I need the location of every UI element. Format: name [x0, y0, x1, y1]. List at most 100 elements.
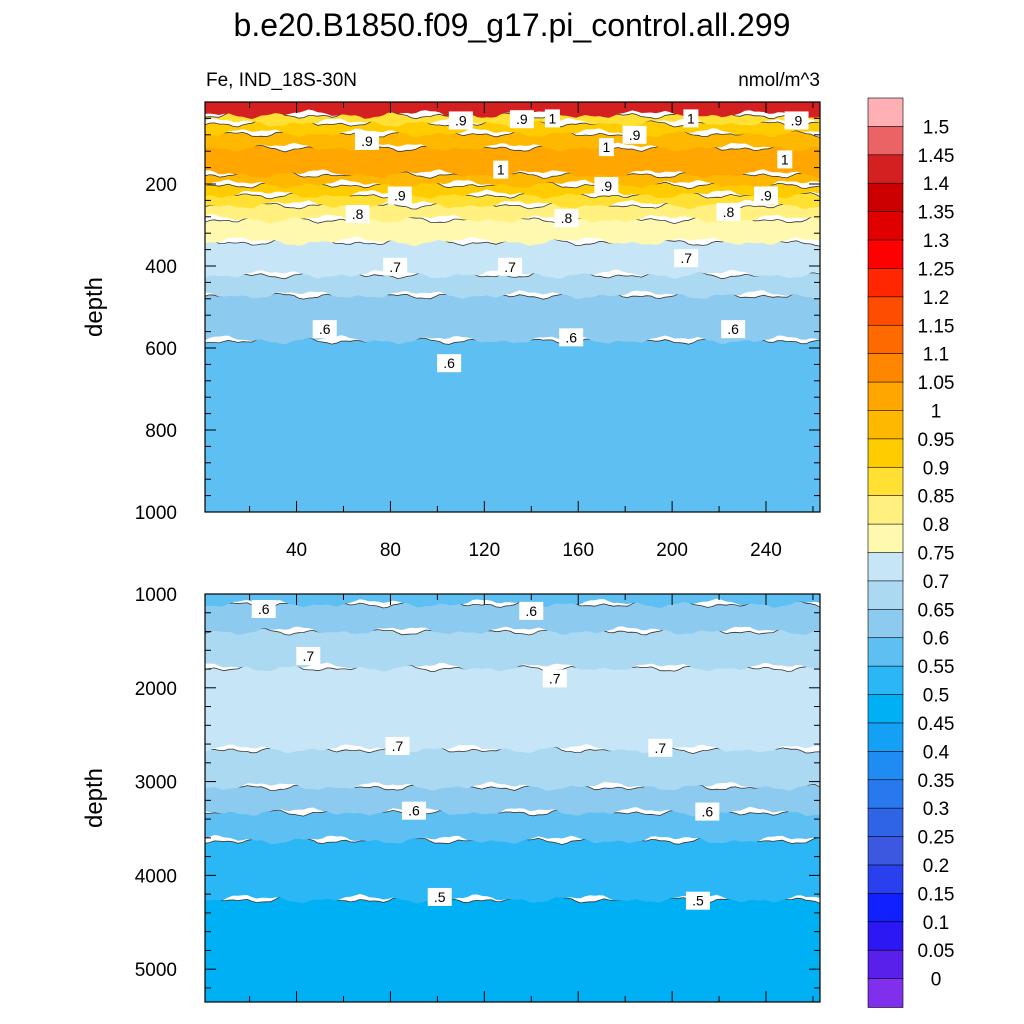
colorbar-swatch	[867, 410, 904, 440]
colorbar-swatch	[867, 495, 904, 525]
contour-label-box	[519, 601, 544, 620]
colorbar-swatch	[867, 324, 904, 355]
colorbar-label: 1.3	[923, 231, 949, 252]
contour-label-box	[437, 354, 462, 373]
colorbar-label: 0.6	[923, 629, 949, 650]
y-tick-label: 1000	[135, 503, 177, 524]
contour-label: .9	[629, 127, 641, 143]
contour-band	[205, 894, 820, 1002]
lower-panel: .6 .6 .7 .7 .7 .7 .6 .6 .5 .5 1000 2000 3000 4000 5000…	[81, 585, 821, 1003]
contour-label-box	[296, 646, 321, 665]
colorbar-swatch	[867, 921, 904, 951]
colorbar-label: 0.2	[923, 856, 949, 877]
colorbar-swatch	[867, 126, 904, 156]
units-label: nmol/m^3	[738, 70, 820, 91]
colorbar-swatch	[867, 580, 904, 611]
colorbar-label: 1.35	[918, 203, 955, 224]
colorbar-label: 0.7	[923, 572, 949, 593]
contour-band	[205, 598, 820, 635]
x-tick-label: 240	[750, 540, 782, 561]
contour-band	[205, 142, 820, 179]
colorbar-swatch	[867, 97, 904, 128]
colorbar-label: 0.8	[923, 515, 949, 536]
colorbar-swatch	[867, 552, 904, 582]
contour-label: .5	[434, 889, 446, 905]
x-tick-label: 120	[468, 540, 500, 561]
colorbar-swatch	[867, 637, 904, 667]
colorbar-swatch	[867, 182, 904, 213]
y-tick-label: 3000	[135, 773, 177, 794]
contour-label: .9	[394, 187, 406, 203]
colorbar-swatch	[867, 722, 904, 753]
contour-label-box	[493, 160, 509, 179]
contour-band	[205, 662, 820, 754]
contour-label-box	[554, 209, 579, 228]
contour-line	[205, 141, 820, 153]
colorbar-label: 0.1	[923, 913, 949, 934]
colorbar-label: 0.5	[923, 686, 949, 707]
contour-band	[205, 806, 820, 845]
colorbar-swatch	[867, 807, 904, 838]
colorbar-label: 1	[931, 401, 942, 422]
colorbar-swatch	[867, 239, 904, 270]
contour-label: .6	[701, 804, 713, 820]
contour-label: .9	[455, 112, 467, 128]
colorbar-label: 0.4	[923, 742, 950, 763]
colorbar-label: 0.3	[923, 799, 949, 820]
contour-band	[205, 179, 820, 199]
contour-band	[205, 269, 820, 300]
contour-band	[205, 835, 820, 904]
contour-band	[205, 781, 820, 817]
colorbar-label: 0.65	[918, 600, 955, 621]
contour-label-box	[498, 257, 523, 276]
contour-label-box	[312, 320, 337, 339]
contour-label-box	[695, 802, 720, 821]
colorbar-label: 0.85	[918, 487, 955, 508]
contour-label-box	[716, 202, 741, 221]
contour-label-box	[387, 186, 412, 205]
contour-label-box	[594, 177, 619, 196]
colorbar-swatch	[867, 381, 904, 412]
contour-label-box	[648, 738, 673, 757]
colorbar-swatch	[867, 779, 904, 809]
contour-label: .7	[392, 738, 404, 754]
colorbar-swatch	[867, 211, 904, 241]
contour-band	[205, 594, 820, 609]
contour-label-box	[683, 109, 699, 128]
colorbar-swatch	[867, 268, 904, 298]
chart-title: b.e20.B1850.f09_g17.pi_control.all.299	[234, 7, 791, 43]
contour-label: .7	[549, 670, 561, 686]
contour-label: .6	[525, 603, 537, 619]
contour-label: .7	[302, 648, 314, 664]
contour-band	[205, 290, 820, 345]
colorbar-label: 0.55	[918, 657, 955, 678]
plot-frame	[204, 101, 821, 513]
contour-label: .7	[389, 259, 401, 275]
colorbar-swatch	[867, 609, 904, 639]
contour-label: .8	[723, 204, 735, 220]
contour-label-box	[685, 891, 710, 910]
y-tick-label: 5000	[135, 960, 177, 981]
colorbar-label: 0	[931, 970, 942, 991]
colorbar-swatch	[867, 864, 904, 895]
colorbar-label: 0.75	[918, 544, 955, 565]
colorbar-swatch	[867, 836, 904, 866]
contour-label: .5	[692, 893, 704, 909]
y-axis-label: depth	[81, 768, 108, 828]
colorbar-label: 1.5	[923, 117, 949, 138]
contour-label: .6	[565, 329, 577, 345]
contour-label-box	[754, 186, 779, 205]
y-tick-label: 600	[145, 339, 177, 360]
y-tick-label: 200	[145, 175, 177, 196]
contour-label-box	[674, 249, 699, 268]
contour-label-box	[383, 257, 408, 276]
contour-label: .9	[361, 133, 373, 149]
colorbar-swatch	[867, 296, 904, 327]
contour-label: .8	[352, 206, 364, 222]
contour-label: .8	[561, 210, 573, 226]
contour-label: 1	[687, 110, 695, 126]
contour-label: 1	[549, 110, 557, 126]
contour-label: 1	[497, 162, 505, 178]
colorbar-label: 1.4	[923, 174, 950, 195]
